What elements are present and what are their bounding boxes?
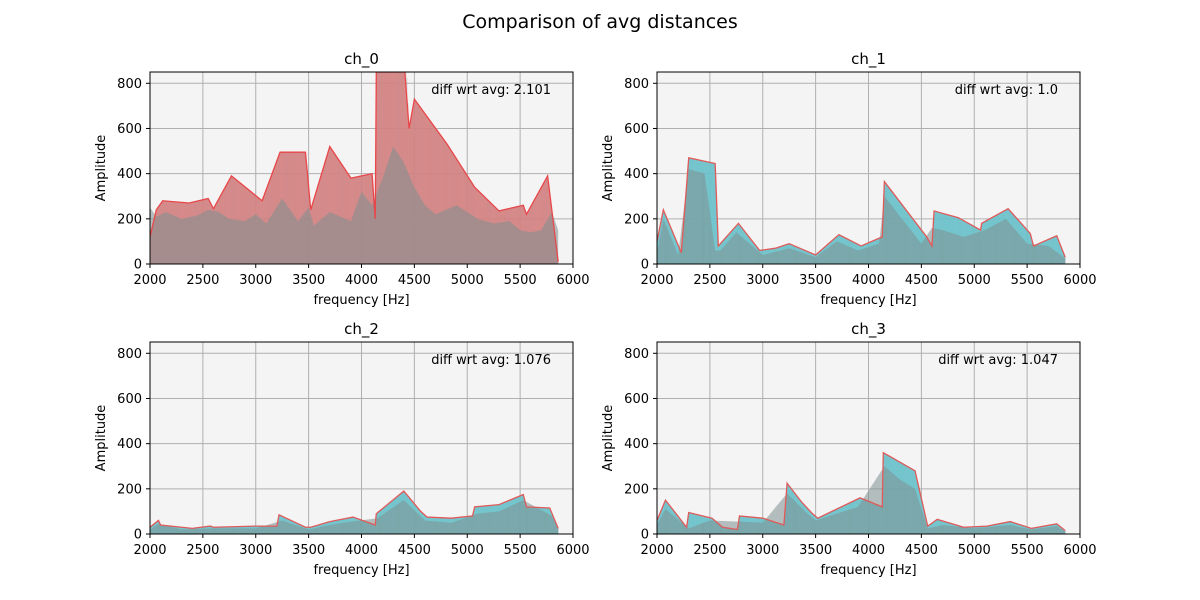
x-tick-label: 3500 [799,543,832,558]
x-tick-label: 2000 [640,273,673,288]
y-tick-label: 800 [117,77,142,92]
subplot-title: ch_0 [344,50,379,69]
x-tick-label: 2000 [133,273,166,288]
y-tick-label: 200 [117,212,142,227]
x-tick-label: 5000 [451,543,484,558]
x-tick-label: 3000 [239,543,272,558]
envelope-line [657,157,1066,258]
diff-annotation: diff wrt avg: 1.0 [955,83,1058,98]
y-tick-label: 200 [624,212,649,227]
inner-spectrum [657,466,1066,534]
x-tick-label: 6000 [556,543,589,558]
x-tick-label: 2000 [133,543,166,558]
x-tick-label: 2000 [640,543,673,558]
subplot-ch_2: 2000 2500 3000 3500 4000 4500 5000 5500 6000 0 200… [94,320,590,578]
y-tick-label: 800 [624,347,649,362]
x-tick-label: 5500 [1011,273,1044,288]
plot-content [150,490,559,534]
x-tick-label: 3000 [746,543,779,558]
x-tick-label: 6000 [1063,543,1096,558]
x-tick-label: 4000 [345,543,378,558]
x-tick-label: 4500 [398,273,431,288]
plot-content [657,157,1066,264]
x-tick-label: 3000 [746,273,779,288]
x-tick-label: 6000 [556,273,589,288]
x-tick-label: 5000 [451,273,484,288]
y-tick-label: 200 [117,482,142,497]
y-axis-label: Amplitude [601,135,616,202]
x-tick-label: 6000 [1063,273,1096,288]
subplot-title: ch_3 [851,320,886,339]
subplots-container: 2000 2500 3000 3500 4000 4500 5000 5500 60000200… [94,50,1097,578]
x-tick-label: 3500 [292,543,325,558]
y-tick-label: 600 [117,392,142,407]
y-tick-label: 400 [117,437,142,452]
x-tick-label: 3500 [292,273,325,288]
figure-title: Comparison of avg distances [462,11,738,33]
y-axis-label: Amplitude [94,405,109,472]
diff-annotation: diff wrt avg: 1.076 [431,353,551,368]
y-tick-label: 0 [134,528,142,543]
y-tick-label: 400 [117,167,142,182]
x-tick-label: 5500 [504,543,537,558]
y-tick-label: 0 [641,528,649,543]
y-tick-label: 800 [117,347,142,362]
plot-content [150,72,559,264]
y-tick-label: 0 [641,258,649,273]
x-tick-label: 3500 [799,273,832,288]
x-tick-label: 4000 [852,273,885,288]
x-tick-label: 4000 [852,543,885,558]
x-tick-label: 5000 [958,543,991,558]
x-axis-label: frequency [Hz] [820,563,916,578]
x-tick-label: 2500 [186,543,219,558]
x-tick-label: 5000 [958,273,991,288]
x-tick-label: 5500 [504,273,537,288]
y-tick-label: 0 [134,258,142,273]
subplot-title: ch_1 [851,50,886,69]
subplot-ch_0: 2000 2500 3000 3500 4000 4500 5000 5500 6000 0 200… [94,50,590,308]
y-tick-label: 800 [624,77,649,92]
subplot-title: ch_2 [344,320,379,339]
x-tick-label: 4000 [345,273,378,288]
plot-content [657,451,1066,534]
y-tick-label: 600 [624,392,649,407]
x-tick-label: 4500 [398,543,431,558]
x-axis-label: frequency [Hz] [313,563,409,578]
y-tick-label: 400 [624,437,649,452]
envelope-line [150,72,559,262]
y-tick-label: 200 [624,482,649,497]
diff-annotation: diff wrt avg: 2.101 [431,83,551,98]
envelope-line [657,451,1066,532]
inner-spectrum [150,146,559,264]
x-tick-label: 5500 [1011,543,1044,558]
envelope-line [150,490,559,530]
x-tick-label: 3000 [239,273,272,288]
subplot-ch_1: 2000 2500 3000 3500 4000 4500 5000 5500 6000 0 200… [601,50,1097,308]
y-tick-label: 400 [624,167,649,182]
y-axis-label: Amplitude [601,405,616,472]
x-tick-label: 4500 [905,273,938,288]
y-tick-label: 600 [624,122,649,137]
x-axis-label: frequency [Hz] [820,293,916,308]
inner-spectrum [657,169,1066,264]
x-axis-label: frequency [Hz] [313,293,409,308]
diff-annotation: diff wrt avg: 1.047 [938,353,1058,368]
inner-spectrum [150,500,559,534]
x-tick-label: 2500 [693,543,726,558]
y-axis-label: Amplitude [94,135,109,202]
x-tick-label: 4500 [905,543,938,558]
x-tick-label: 2500 [186,273,219,288]
subplot-ch_3: 2000 2500 3000 3500 4000 4500 5000 5500 6000 0 200… [601,320,1097,578]
x-tick-label: 2500 [693,273,726,288]
y-tick-label: 600 [117,122,142,137]
